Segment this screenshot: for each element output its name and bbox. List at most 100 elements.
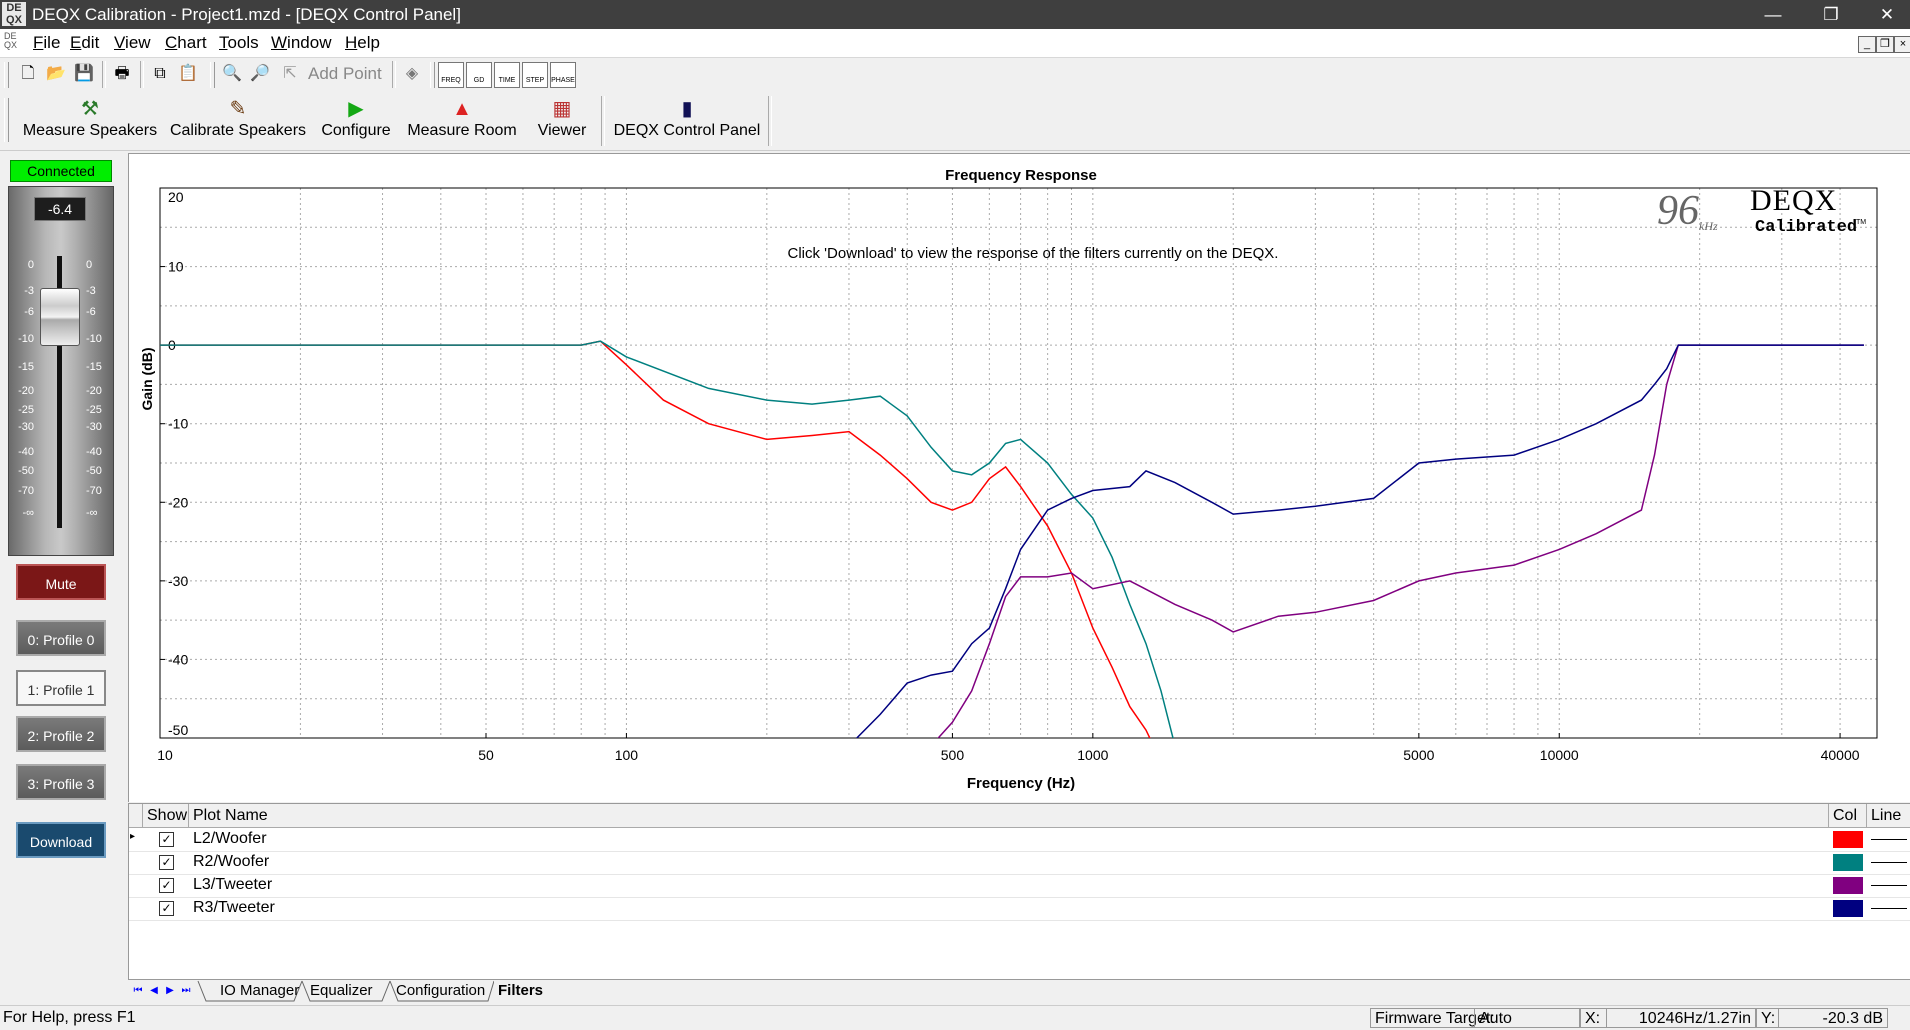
- line-style-icon[interactable]: [1871, 908, 1907, 909]
- table-row[interactable]: ✓ L3/Tweeter: [129, 874, 1910, 898]
- zoom-in-icon[interactable]: 🔎: [250, 65, 270, 82]
- menu-file[interactable]: File: [33, 33, 61, 52]
- frequency-response-chart[interactable]: Frequency Response 20100-10-20-30-40-50 …: [129, 154, 1909, 800]
- table-row[interactable]: ▸ ✓ L2/Woofer: [129, 828, 1910, 852]
- mute-button[interactable]: Mute: [16, 564, 106, 600]
- menu-tools[interactable]: Tools: [219, 33, 259, 52]
- fader-tick-label: -40: [86, 446, 102, 458]
- y-tick-label: -50: [168, 722, 188, 738]
- show-checkbox[interactable]: ✓: [159, 832, 174, 847]
- first-tab-icon[interactable]: ⏮: [133, 985, 143, 996]
- logo-tm: TM: [1856, 219, 1866, 226]
- copy-icon[interactable]: ⧉: [154, 65, 166, 82]
- mdi-minimize-button[interactable]: _: [1858, 36, 1876, 53]
- fader-tick-label: -30: [86, 421, 102, 433]
- x-readout-value: 10246Hz/1.27in: [1606, 1008, 1756, 1028]
- toolbar-grip[interactable]: [4, 98, 9, 142]
- plot-name: R3/Tweeter: [193, 899, 275, 916]
- doc-icon[interactable]: DE QX: [4, 31, 18, 50]
- restore-button[interactable]: ❐: [1823, 5, 1839, 24]
- add-point-button[interactable]: Add Point: [308, 64, 382, 83]
- chart-annotation: Click 'Download' to view the response of…: [788, 245, 1279, 262]
- fader-tick-label: 0: [86, 259, 93, 271]
- show-checkbox[interactable]: ✓: [159, 901, 174, 916]
- series-line-l2-woofer[interactable]: [160, 340, 1154, 746]
- col-header-plot-name[interactable]: Plot Name: [189, 804, 1829, 827]
- next-tab-icon[interactable]: ▶: [166, 985, 174, 996]
- view-phase-button[interactable]: PHASE: [550, 62, 576, 88]
- profile-2-button[interactable]: 2: Profile 2: [16, 716, 106, 752]
- toolbar-grip[interactable]: [430, 62, 435, 88]
- menu-chart[interactable]: Chart: [165, 33, 207, 52]
- table-row[interactable]: ✓ R3/Tweeter: [129, 897, 1910, 921]
- view-step-button[interactable]: STEP: [522, 62, 548, 88]
- toolbar-grip[interactable]: [4, 62, 9, 88]
- zoom-out-icon[interactable]: 🔍: [222, 65, 242, 82]
- cursor-icon[interactable]: ⇱: [283, 65, 297, 82]
- toolbar-separator: [392, 61, 396, 88]
- mdi-close-button[interactable]: ×: [1894, 36, 1910, 53]
- new-file-icon[interactable]: 🗋: [21, 65, 35, 82]
- save-icon[interactable]: 💾: [74, 65, 94, 82]
- show-checkbox[interactable]: ✓: [159, 878, 174, 893]
- chart-title: Frequency Response: [945, 167, 1097, 184]
- line-style-icon[interactable]: [1871, 885, 1907, 886]
- x-tick-label: 10000: [1540, 747, 1579, 763]
- download-button[interactable]: Download: [16, 822, 106, 858]
- col-header-line[interactable]: Line: [1871, 807, 1902, 824]
- fader-tick-label: -40: [18, 446, 34, 458]
- paste-icon[interactable]: 📋: [178, 65, 198, 82]
- last-tab-icon[interactable]: ⏭: [181, 985, 191, 996]
- fader-tick-label: -6: [86, 306, 96, 318]
- prev-tab-icon[interactable]: ◀: [150, 985, 158, 996]
- color-swatch[interactable]: [1833, 877, 1863, 894]
- menu-view[interactable]: View: [114, 33, 151, 52]
- viewer-button[interactable]: ▦ Viewer: [528, 96, 596, 146]
- color-swatch[interactable]: [1833, 900, 1863, 917]
- tab-equalizer[interactable]: Equalizer: [310, 982, 373, 999]
- chart-panel[interactable]: Frequency Response 20 10 0 -10 -20 -30 -40 -50 …: [128, 153, 1910, 802]
- menu-window[interactable]: Window: [271, 33, 332, 52]
- col-header-show[interactable]: Show: [143, 804, 189, 827]
- fader-tick-label: -25: [86, 404, 102, 416]
- profile-0-button[interactable]: 0: Profile 0: [16, 620, 106, 656]
- open-folder-icon[interactable]: 📂: [46, 65, 66, 82]
- view-freq-button[interactable]: FREQ: [438, 62, 464, 88]
- table-row[interactable]: ✓ R2/Woofer: [129, 851, 1910, 875]
- x-tick-label: 40000: [1821, 747, 1860, 763]
- gain-value-display: -6.4: [34, 197, 86, 221]
- mdi-restore-button[interactable]: ❐: [1876, 36, 1894, 53]
- series-line-r2-woofer[interactable]: [160, 340, 1175, 746]
- color-swatch[interactable]: [1833, 854, 1863, 871]
- deqx-control-panel-button[interactable]: ▮ DEQX Control Panel: [610, 96, 764, 146]
- view-gd-button[interactable]: GD: [466, 62, 492, 88]
- tab-configuration[interactable]: Configuration: [396, 982, 486, 999]
- fader-track[interactable]: [57, 256, 62, 528]
- measure-room-button[interactable]: ▲ Measure Room: [404, 96, 520, 146]
- marker-icon[interactable]: ◈: [405, 65, 419, 82]
- line-style-icon[interactable]: [1871, 839, 1907, 840]
- gain-fader-knob[interactable]: [40, 287, 80, 346]
- series-line-l3-tweeter[interactable]: [931, 344, 1864, 746]
- view-time-button[interactable]: TIME: [494, 62, 520, 88]
- menu-edit[interactable]: Edit: [70, 33, 100, 52]
- app-icon[interactable]: DE QX: [2, 2, 26, 26]
- configure-button[interactable]: ▶ Configure: [316, 96, 396, 146]
- profile-1-button[interactable]: 1: Profile 1: [16, 670, 106, 706]
- close-button[interactable]: ✕: [1879, 5, 1895, 24]
- col-header-col[interactable]: Col: [1829, 804, 1867, 827]
- series-line-r3-tweeter[interactable]: [849, 344, 1864, 746]
- show-checkbox[interactable]: ✓: [159, 855, 174, 870]
- color-swatch[interactable]: [1833, 831, 1863, 848]
- calibrate-speakers-button[interactable]: ✎ Calibrate Speakers: [169, 98, 307, 139]
- toolbar-grip[interactable]: [210, 62, 215, 88]
- tab-io-manager[interactable]: IO Manager: [220, 982, 300, 999]
- print-icon[interactable]: 🖶: [114, 65, 130, 82]
- minimize-button[interactable]: —: [1764, 5, 1782, 24]
- measure-speakers-button[interactable]: ⚒ Measure Speakers: [20, 96, 160, 146]
- tab-filters[interactable]: Filters: [498, 982, 544, 999]
- profile-3-button[interactable]: 3: Profile 3: [16, 764, 106, 800]
- menu-help[interactable]: Help: [345, 33, 380, 52]
- y-tick-label: -30: [168, 573, 188, 589]
- line-style-icon[interactable]: [1871, 862, 1907, 863]
